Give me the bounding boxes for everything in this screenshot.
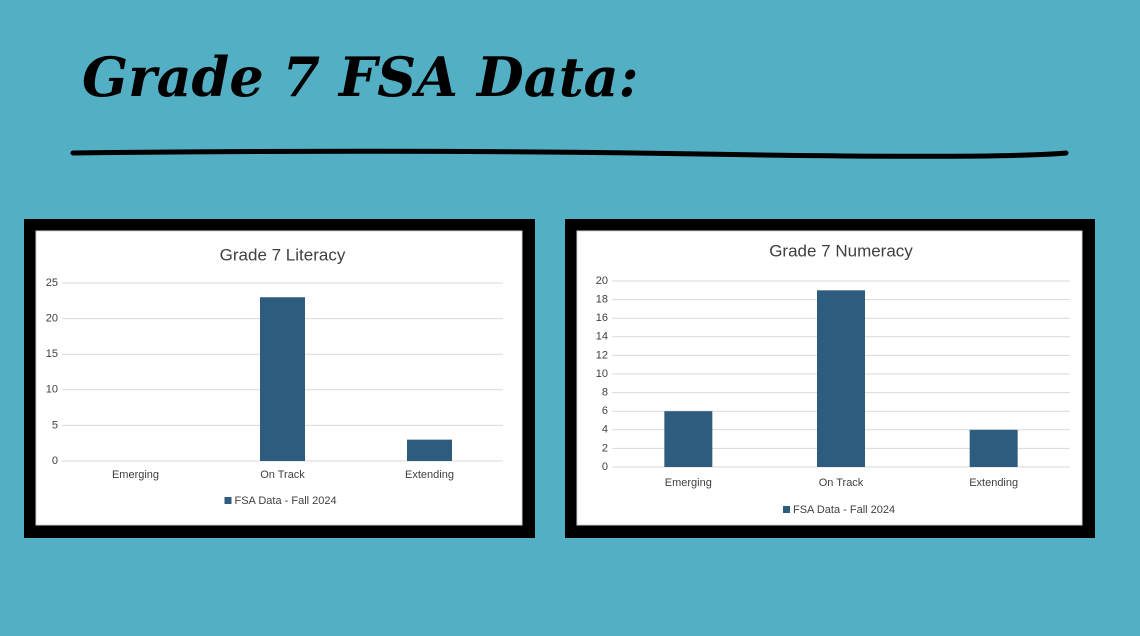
divider	[70, 148, 1069, 159]
legend-swatch	[783, 506, 790, 513]
y-tick-label: 12	[596, 349, 608, 361]
y-tick-label: 18	[596, 294, 608, 306]
x-tick-label: On Track	[819, 477, 864, 489]
y-tick-label: 20	[596, 275, 608, 287]
legend-swatch	[224, 497, 232, 504]
bar	[817, 290, 865, 467]
y-tick-label: 0	[602, 461, 608, 473]
y-tick-label: 4	[602, 424, 608, 436]
y-tick-label: 5	[52, 419, 58, 431]
bar	[260, 297, 305, 461]
bar	[407, 439, 452, 461]
y-tick-label: 0	[52, 455, 58, 467]
legend-label: FSA Data - Fall 2024	[793, 504, 895, 516]
y-tick-label: 16	[596, 312, 608, 324]
y-tick-label: 14	[596, 331, 608, 343]
y-tick-label: 6	[602, 405, 608, 417]
x-tick-label: Emerging	[665, 477, 712, 489]
x-tick-label: Emerging	[112, 469, 159, 481]
slide-title: Grade 7 FSA Data:	[82, 45, 639, 109]
y-tick-label: 20	[46, 313, 58, 325]
y-tick-label: 15	[46, 348, 58, 360]
y-tick-label: 10	[596, 368, 608, 380]
y-tick-label: 2	[602, 442, 608, 454]
chart-title: Grade 7 Numeracy	[769, 241, 913, 260]
x-tick-label: Extending	[405, 469, 454, 481]
chart-title: Grade 7 Literacy	[220, 245, 346, 264]
y-tick-label: 8	[602, 387, 608, 399]
bar	[664, 411, 713, 467]
legend-label: FSA Data - Fall 2024	[235, 495, 337, 507]
y-tick-label: 25	[46, 277, 58, 289]
x-tick-label: On Track	[260, 469, 305, 481]
x-tick-label: Extending	[969, 477, 1018, 489]
bar	[969, 429, 1018, 467]
y-tick-label: 10	[46, 384, 58, 396]
